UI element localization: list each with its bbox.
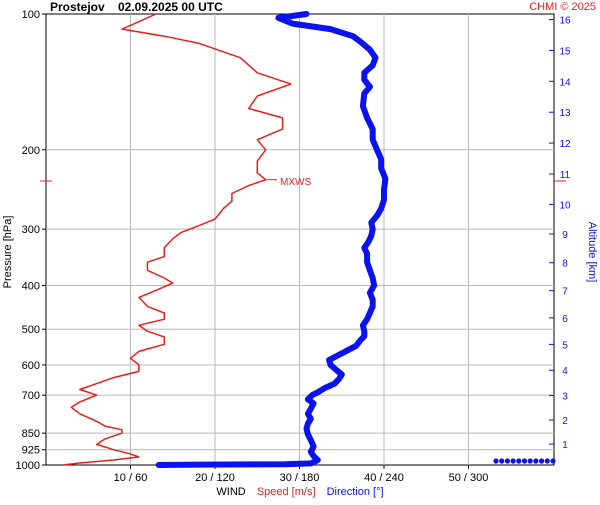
pressure-tick-label: 600 <box>22 360 40 372</box>
surface-direction-dot <box>504 458 510 464</box>
x-tick-label: 30 / 180 <box>280 472 320 484</box>
x-tick-label: 50 / 300 <box>449 472 489 484</box>
y-axis-label: Pressure [hPa] <box>2 216 14 289</box>
series-speed-line <box>62 13 292 466</box>
altitude-tick-label: 15 <box>559 46 571 57</box>
pressure-tick-label: 700 <box>22 390 40 402</box>
pressure-axis: 100 200 300 400 500 600 700 850 925 1000 <box>16 9 46 472</box>
surface-direction-dot <box>516 458 522 464</box>
x-axis: 10 / 60 20 / 120 30 / 180 40 / 240 50 / 300 <box>114 465 489 484</box>
altitude-tick-label: 2 <box>562 416 568 427</box>
mxws-label: MXWS <box>280 177 311 188</box>
x-tick-label: 40 / 240 <box>364 472 404 484</box>
altitude-tick-label: 16 <box>559 16 571 27</box>
pressure-tick-label: 300 <box>22 224 40 236</box>
altitude-tick-label: 1 <box>562 440 568 451</box>
x-tick-label: 20 / 120 <box>195 472 235 484</box>
pressure-tick-label: 925 <box>22 445 40 457</box>
horizontal-grid <box>46 149 554 451</box>
series-layer <box>62 11 389 468</box>
chart-station: Prostejov <box>50 0 105 14</box>
surface-direction-dot <box>533 458 539 464</box>
altitude-tick-label: 8 <box>562 259 568 270</box>
y2-axis-label: Altitude [km] <box>586 222 598 283</box>
altitude-tick-label: 4 <box>562 366 568 377</box>
chart-datetime: 02.09.2025 00 UTC <box>118 0 223 14</box>
x-tick-label: 10 / 60 <box>114 472 148 484</box>
altitude-tick-label: 3 <box>562 391 568 402</box>
surface-direction-dot <box>539 458 545 464</box>
copyright-label: CHMI © 2025 <box>529 1 596 13</box>
series-direction-line <box>155 11 389 468</box>
surface-direction-dot <box>550 458 556 464</box>
pressure-tick-label: 400 <box>22 281 40 293</box>
surface-direction-markers <box>493 458 556 464</box>
x-axis-label: WIND Speed [m/s] Direction [°] <box>216 486 383 498</box>
surface-direction-dot <box>544 458 550 464</box>
pressure-tick-label: 200 <box>22 145 40 157</box>
altitude-tick-label: 12 <box>559 139 571 150</box>
x-label-wind: WIND <box>216 486 245 498</box>
altitude-tick-label: 11 <box>560 170 571 181</box>
altitude-tick-label: 6 <box>562 314 568 325</box>
surface-direction-dot <box>521 458 528 464</box>
altitude-tick-label: 5 <box>562 340 568 351</box>
surface-direction-dot <box>510 458 516 464</box>
pressure-tick-label: 1000 <box>16 460 40 472</box>
surface-direction-dot <box>499 458 505 464</box>
surface-direction-dot <box>493 458 499 464</box>
altitude-tick-label: 7 <box>562 287 568 298</box>
surface-direction-dot <box>527 458 533 464</box>
x-label-speed: Speed [m/s] <box>257 486 316 498</box>
pressure-tick-label: 850 <box>22 428 40 440</box>
altitude-tick-label: 9 <box>562 230 568 241</box>
x-label-direction: Direction [°] <box>327 486 384 498</box>
pressure-tick-label: 100 <box>22 9 40 21</box>
pressure-tick-label: 500 <box>22 324 40 336</box>
altitude-tick-label: 13 <box>559 108 571 119</box>
altitude-tick-label: 10 <box>559 200 571 211</box>
vertical-grid <box>130 14 469 465</box>
altitude-tick-label: 14 <box>559 77 571 88</box>
